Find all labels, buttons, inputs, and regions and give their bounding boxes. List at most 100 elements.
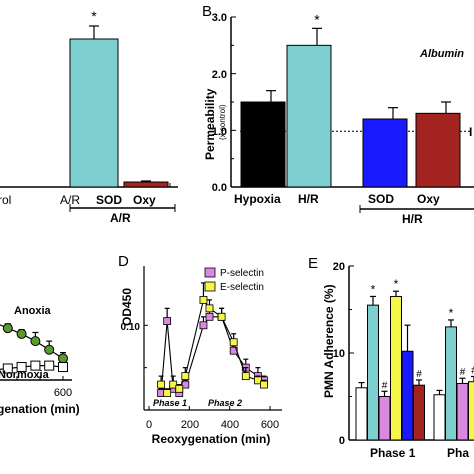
panel-b-label: B <box>202 3 212 20</box>
panel-e-sig-mark: # <box>382 380 388 391</box>
panel-d-x-tick-label: 600 <box>261 419 279 431</box>
panel-d-point <box>199 295 208 304</box>
panel-d-phase-label: Phase 1 <box>153 398 187 408</box>
panel-e-bar <box>401 350 414 441</box>
panel-b-cat-label: Oxy <box>417 192 440 206</box>
panel-b-cat-label: Hypoxia <box>234 192 281 206</box>
panel-a-cat-label: A/R <box>60 193 80 207</box>
panel-c-point-anoxia <box>30 336 41 347</box>
panel-c-point-normoxia <box>58 362 68 373</box>
panel-c: 0 600 genation (min) Anoxia Normoxia <box>0 305 80 416</box>
panel-d-x-tick-label: 0 <box>146 419 152 431</box>
panel-a-bar <box>69 38 119 188</box>
panel-e-y-tick-label: 0 <box>339 435 345 447</box>
legend-label-p-selectin: P-selectin <box>220 268 264 279</box>
panel-b-ylabel-sub: (x control) <box>218 104 227 140</box>
panel-e-label: E <box>308 255 318 272</box>
panel-d-x-tick-label: 200 <box>181 419 199 431</box>
panel-e-y-tick-label: 10 <box>333 348 345 360</box>
panel-d-point <box>229 338 238 347</box>
panel-e-bar <box>445 326 457 441</box>
legend-swatch-p-selectin <box>204 267 216 278</box>
panel-c-point-normoxia <box>16 362 27 373</box>
panel-e-ylabel: PMN Adherence (%) <box>322 284 336 398</box>
panel-b-y-tick-label: 0.0 <box>212 182 227 194</box>
panel-d-point <box>205 312 214 321</box>
panel-c-point-anoxia <box>44 344 55 355</box>
panel-b-y-tick-label: 1.0 <box>212 126 227 138</box>
panel-e-group-label: Pha <box>447 446 469 460</box>
panel-e-y-tick-label: 20 <box>333 261 345 273</box>
panel-c-point-anoxia <box>16 328 27 339</box>
panel-e-bar <box>468 381 474 441</box>
panel-c-point-anoxia <box>2 323 13 334</box>
panel-e-sig-mark: * <box>394 277 399 291</box>
panel-d-point <box>157 380 166 389</box>
panel-e-sig-mark: * <box>371 282 376 296</box>
panel-d-point <box>163 389 172 397</box>
panel-c-point-normoxia <box>2 363 13 374</box>
panel-e-bar <box>355 387 368 441</box>
panel-e-bar <box>390 295 402 441</box>
legend-label-e-selectin: E-selectin <box>220 282 264 293</box>
legend-swatch-e-selectin <box>204 281 216 292</box>
panel-d-x-tick-label: 400 <box>221 419 239 431</box>
panel-a-cat-label: Oxy <box>133 193 156 207</box>
panel-d-phase-label: Phase 2 <box>208 398 242 408</box>
panel-b-group-label: H/R <box>402 212 423 226</box>
panel-c-point-anoxia <box>58 353 68 364</box>
panel-a-cat-label: SOD <box>96 193 122 207</box>
panel-b-y-tick-label: 2.0 <box>212 69 227 81</box>
panel-d: D OD450 0.10 0 200 400 600 Reoxygenation… <box>118 253 282 446</box>
panel-d-point <box>260 380 268 389</box>
panel-e-bar <box>367 304 379 441</box>
panel-c-series-label-anoxia: Anoxia <box>14 305 52 317</box>
panel-b: B Permeability (x control) 0.0 1.0 2.0 3… <box>202 3 474 226</box>
panel-c-xlabel: genation (min) <box>0 402 80 416</box>
panel-d-point <box>253 376 262 385</box>
panel-e-group-label: Phase 1 <box>370 446 416 460</box>
panel-b-ylabel: Permeability <box>203 88 217 160</box>
panel-b-bar <box>415 112 461 188</box>
panel-d-y-tick-label: 0.10 <box>121 322 141 333</box>
panel-a-group-label: A/R <box>110 211 131 225</box>
panel-c-point-normoxia <box>30 360 41 371</box>
panel-e-bar <box>378 396 391 441</box>
panel-d-point <box>181 372 190 381</box>
panel-a-cat-label: rol <box>0 193 11 207</box>
panel-b-bar <box>286 44 332 188</box>
panel-e: E PMN Adherence (%) 0 10 20 *#*#*### Pha… <box>308 255 474 460</box>
panel-b-bar <box>362 118 408 188</box>
panel-e-sig-mark: # <box>471 365 474 376</box>
panel-a-sig-mark: * <box>91 8 97 24</box>
panel-d-xlabel: Reoxygenation (min) <box>152 432 271 446</box>
panel-e-sig-mark: * <box>449 306 454 320</box>
panel-b-bar <box>240 101 286 188</box>
panel-e-sig-mark: # <box>416 369 422 380</box>
panel-d-point <box>163 317 172 325</box>
panel-b-sig-mark: * <box>314 11 320 27</box>
panel-d-point <box>169 380 178 389</box>
panel-d-point <box>217 312 226 321</box>
panel-e-bar <box>456 382 469 441</box>
panel-d-legend: P-selectin E-selectin <box>204 267 264 293</box>
panel-c-series-label-normoxia: Normoxia <box>0 369 50 381</box>
panel-b-title: Albumin <box>419 48 464 60</box>
panel-b-edge-label: I <box>469 125 472 139</box>
panel-c-x-tick-label: 600 <box>54 387 72 399</box>
panel-a: * rol A/R SOD Oxy A/R <box>0 8 178 225</box>
panel-b-cat-label: SOD <box>368 192 394 206</box>
panel-d-point <box>205 304 214 313</box>
panel-c-point-normoxia <box>44 360 55 371</box>
panel-e-bar <box>413 384 425 441</box>
panel-d-ylabel: OD450 <box>120 288 134 326</box>
panel-d-label: D <box>118 253 129 270</box>
panel-e-sig-mark: # <box>460 367 466 378</box>
panel-d-point <box>241 372 250 381</box>
panel-a-bar <box>123 181 169 188</box>
panel-d-point <box>175 384 184 393</box>
panel-b-y-tick-label: 3.0 <box>212 12 227 24</box>
panel-b-cat-label: H/R <box>298 192 319 206</box>
panel-e-bar <box>433 394 446 441</box>
